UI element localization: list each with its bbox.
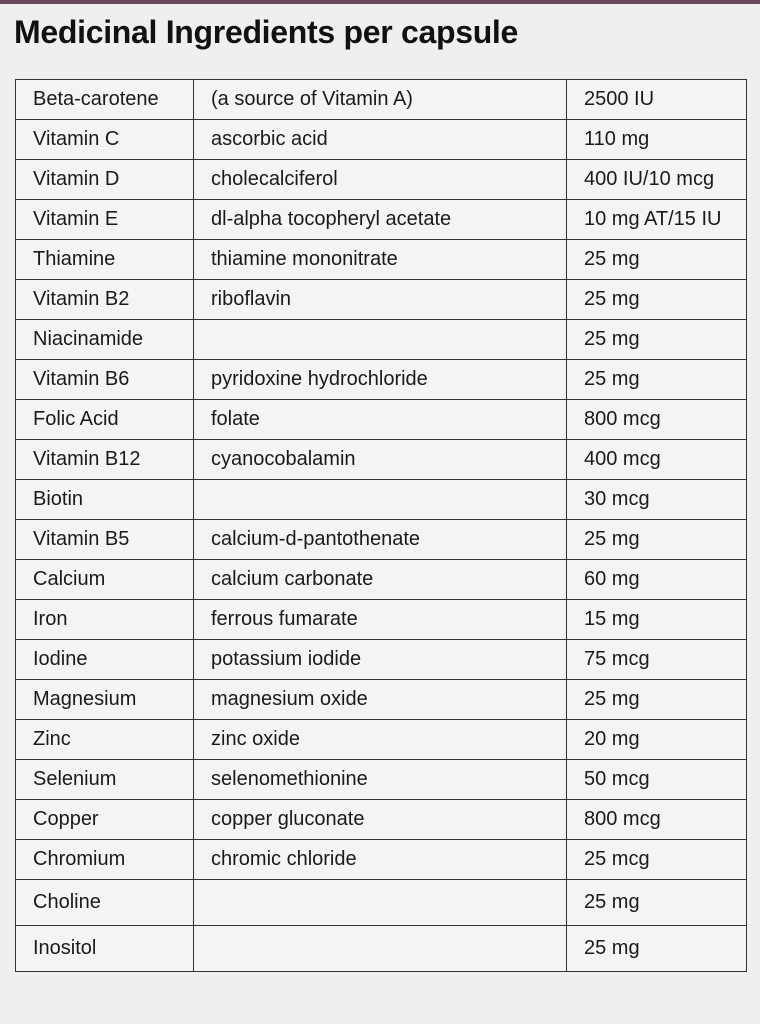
table-row: Iron ferrous fumarate 15 mg <box>15 599 747 640</box>
table-row: Chromium chromic chloride 25 mcg <box>15 839 747 880</box>
ingredient-name: Vitamin B2 <box>15 279 194 320</box>
table-row: Calcium calcium carbonate 60 mg <box>15 559 747 600</box>
ingredient-name: Vitamin D <box>15 159 194 200</box>
ingredient-amount: 15 mg <box>566 599 747 640</box>
ingredient-source: cholecalciferol <box>193 159 567 200</box>
table-row: Zinc zinc oxide 20 mg <box>15 719 747 760</box>
ingredient-source: ascorbic acid <box>193 119 567 160</box>
table-row: Vitamin B2 riboflavin 25 mg <box>15 279 747 320</box>
ingredient-name: Niacinamide <box>15 319 194 360</box>
ingredient-source <box>193 319 567 360</box>
ingredient-source <box>193 879 567 926</box>
ingredient-amount: 400 mcg <box>566 439 747 480</box>
ingredient-source: magnesium oxide <box>193 679 567 720</box>
ingredient-amount: 30 mcg <box>566 479 747 520</box>
ingredient-source <box>193 479 567 520</box>
ingredient-amount: 110 mg <box>566 119 747 160</box>
ingredient-source: riboflavin <box>193 279 567 320</box>
ingredient-source: folate <box>193 399 567 440</box>
page-title: Medicinal Ingredients per capsule <box>14 14 519 50</box>
ingredient-name: Vitamin B5 <box>15 519 194 560</box>
ingredient-name: Vitamin E <box>15 199 194 240</box>
table-row: Copper copper gluconate 800 mcg <box>15 799 747 840</box>
ingredient-source: calcium carbonate <box>193 559 567 600</box>
ingredient-name: Thiamine <box>15 239 194 280</box>
ingredient-amount: 25 mg <box>566 879 747 926</box>
table-row: Inositol 25 mg <box>15 925 747 972</box>
top-edge <box>0 0 760 4</box>
ingredients-table: Beta-carotene (a source of Vitamin A) 2500… <box>15 79 747 972</box>
ingredient-source: ferrous fumarate <box>193 599 567 640</box>
ingredient-name: Iodine <box>15 639 194 680</box>
ingredient-amount: 2500 IU <box>566 79 747 120</box>
ingredient-amount: 60 mg <box>566 559 747 600</box>
ingredient-amount: 20 mg <box>566 719 747 760</box>
ingredient-name: Vitamin B12 <box>15 439 194 480</box>
table-row: Vitamin B12 cyanocobalamin 400 mcg <box>15 439 747 480</box>
ingredient-amount: 25 mg <box>566 239 747 280</box>
table-row: Iodine potassium iodide 75 mcg <box>15 639 747 680</box>
ingredient-source: potassium iodide <box>193 639 567 680</box>
ingredient-amount: 400 IU/10 mcg <box>566 159 747 200</box>
ingredient-name: Vitamin B6 <box>15 359 194 400</box>
ingredient-source: selenomethionine <box>193 759 567 800</box>
ingredient-name: Folic Acid <box>15 399 194 440</box>
ingredient-name: Zinc <box>15 719 194 760</box>
ingredient-source: zinc oxide <box>193 719 567 760</box>
ingredient-name: Selenium <box>15 759 194 800</box>
ingredient-amount: 25 mcg <box>566 839 747 880</box>
ingredient-amount: 25 mg <box>566 519 747 560</box>
table-row: Vitamin B5 calcium-d-pantothenate 25 mg <box>15 519 747 560</box>
ingredient-source: pyridoxine hydrochloride <box>193 359 567 400</box>
ingredient-name: Copper <box>15 799 194 840</box>
table-row: Vitamin B6 pyridoxine hydrochloride 25 mg <box>15 359 747 400</box>
table-row: Folic Acid folate 800 mcg <box>15 399 747 440</box>
ingredient-amount: 800 mcg <box>566 399 747 440</box>
ingredient-amount: 25 mg <box>566 319 747 360</box>
ingredient-name: Chromium <box>15 839 194 880</box>
ingredient-source <box>193 925 567 972</box>
ingredient-name: Beta-carotene <box>15 79 194 120</box>
table-row: Beta-carotene (a source of Vitamin A) 2500… <box>15 79 747 120</box>
ingredient-amount: 25 mg <box>566 359 747 400</box>
ingredient-name: Biotin <box>15 479 194 520</box>
table-row: Thiamine thiamine mononitrate 25 mg <box>15 239 747 280</box>
ingredient-name: Magnesium <box>15 679 194 720</box>
table-row: Choline 25 mg <box>15 879 747 926</box>
ingredient-amount: 25 mg <box>566 279 747 320</box>
ingredient-source: (a source of Vitamin A) <box>193 79 567 120</box>
table-row: Biotin 30 mcg <box>15 479 747 520</box>
ingredient-amount: 50 mcg <box>566 759 747 800</box>
ingredient-source: thiamine mononitrate <box>193 239 567 280</box>
table-row: Magnesium magnesium oxide 25 mg <box>15 679 747 720</box>
ingredient-amount: 10 mg AT/15 IU <box>566 199 747 240</box>
ingredient-source: cyanocobalamin <box>193 439 567 480</box>
ingredient-name: Iron <box>15 599 194 640</box>
ingredient-amount: 800 mcg <box>566 799 747 840</box>
ingredient-amount: 25 mg <box>566 679 747 720</box>
ingredient-name: Inositol <box>15 925 194 972</box>
ingredient-name: Choline <box>15 879 194 926</box>
ingredient-amount: 75 mcg <box>566 639 747 680</box>
ingredient-source: copper gluconate <box>193 799 567 840</box>
ingredient-source: dl-alpha tocopheryl acetate <box>193 199 567 240</box>
ingredient-source: chromic chloride <box>193 839 567 880</box>
table-row: Selenium selenomethionine 50 mcg <box>15 759 747 800</box>
table-row: Niacinamide 25 mg <box>15 319 747 360</box>
ingredient-name: Calcium <box>15 559 194 600</box>
ingredient-name: Vitamin C <box>15 119 194 160</box>
ingredient-amount: 25 mg <box>566 925 747 972</box>
ingredient-source: calcium-d-pantothenate <box>193 519 567 560</box>
